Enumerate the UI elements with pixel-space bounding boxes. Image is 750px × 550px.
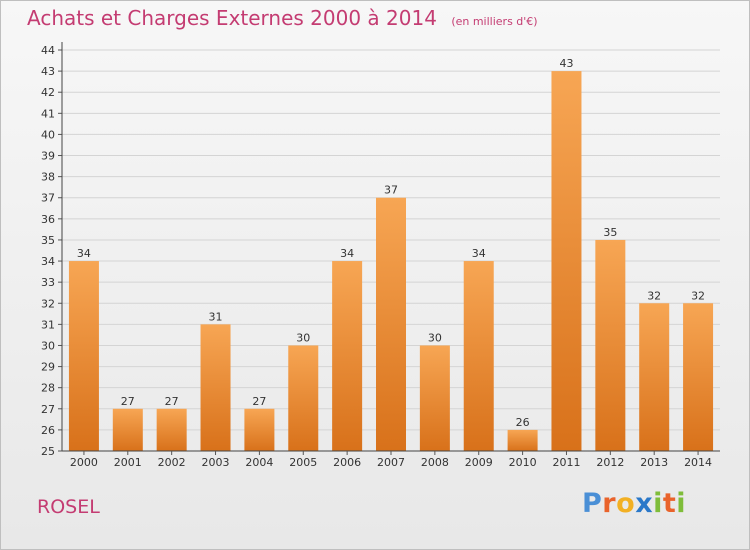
x-tick-label: 2009 <box>465 456 493 469</box>
bar-value-label: 27 <box>252 395 266 408</box>
bar <box>244 408 275 451</box>
bar-value-label: 37 <box>384 184 398 197</box>
y-tick-label: 33 <box>41 276 55 289</box>
y-tick-label: 30 <box>41 339 55 352</box>
y-tick-label: 31 <box>41 318 55 331</box>
y-tick-label: 28 <box>41 382 55 395</box>
x-tick-label: 2013 <box>640 456 668 469</box>
bar-value-label: 32 <box>691 289 705 302</box>
bar-value-label: 30 <box>296 331 310 344</box>
bar-value-label: 26 <box>516 416 530 429</box>
y-tick-label: 35 <box>41 234 55 247</box>
y-tick-label: 41 <box>41 107 55 120</box>
bar <box>639 303 670 451</box>
y-tick-label: 43 <box>41 65 55 78</box>
y-tick-label: 38 <box>41 171 55 184</box>
proxiti-logo[interactable]: Proxiti <box>582 488 687 519</box>
bar <box>507 429 538 451</box>
x-tick-label: 2002 <box>158 456 186 469</box>
bar <box>419 345 450 451</box>
bars: 34 27 27 31 27 30 34 37 30 34 26 43 35 32 32 <box>68 57 714 452</box>
y-tick-label: 36 <box>41 213 55 226</box>
x-tick-label: 2012 <box>596 456 624 469</box>
y-tick-label: 32 <box>41 297 55 310</box>
y-tick-label: 29 <box>41 361 55 374</box>
bar <box>551 71 582 452</box>
x-tick-label: 2004 <box>245 456 273 469</box>
x-tick-label: 2003 <box>202 456 230 469</box>
x-tick-label: 2006 <box>333 456 361 469</box>
x-tick-label: 2008 <box>421 456 449 469</box>
bar <box>68 261 99 451</box>
y-tick-label: 26 <box>41 424 55 437</box>
x-tick-label: 2005 <box>289 456 317 469</box>
bar <box>288 345 319 451</box>
bar <box>595 239 626 451</box>
chart-title-text: Achats et Charges Externes 2000 à 2014 <box>27 6 437 30</box>
bar <box>200 324 231 451</box>
x-tick-label: 2011 <box>552 456 580 469</box>
bar <box>112 408 143 451</box>
y-tick-label: 44 <box>41 44 55 57</box>
bar-value-label: 27 <box>165 395 179 408</box>
x-tick-label: 2014 <box>684 456 712 469</box>
bar-value-label: 34 <box>77 247 91 260</box>
bar-value-label: 35 <box>603 226 617 239</box>
y-tick-label: 25 <box>41 445 55 458</box>
y-tick-label: 42 <box>41 86 55 99</box>
chart-title: Achats et Charges Externes 2000 à 2014 (… <box>27 6 538 30</box>
bar-value-label: 34 <box>340 247 354 260</box>
bar <box>683 303 714 451</box>
y-tick-label: 40 <box>41 128 55 141</box>
bar-value-label: 27 <box>121 395 135 408</box>
bar <box>156 408 187 451</box>
chart-unit: (en milliers d'€) <box>451 15 538 28</box>
bar <box>376 197 406 451</box>
bar-value-label: 43 <box>559 57 573 70</box>
bar <box>332 261 363 451</box>
y-tick-label: 27 <box>41 403 55 416</box>
bar-value-label: 30 <box>428 331 442 344</box>
y-tick-label: 39 <box>41 150 55 163</box>
bar-value-label: 32 <box>647 289 661 302</box>
x-tick-label: 2007 <box>377 456 405 469</box>
commune-name: ROSEL <box>37 496 100 518</box>
bar-value-label: 34 <box>472 247 486 260</box>
x-tick-label: 2010 <box>509 456 537 469</box>
bar <box>463 261 494 451</box>
axes: 25 26 27 28 29 30 31 32 33 34 35 36 37 38 39 40 41 42 43 44… <box>41 42 720 469</box>
y-tick-label: 34 <box>41 255 55 268</box>
x-tick-label: 2001 <box>114 456 142 469</box>
x-tick-label: 2000 <box>70 456 98 469</box>
bar-value-label: 31 <box>209 310 223 323</box>
y-tick-label: 37 <box>41 192 55 205</box>
